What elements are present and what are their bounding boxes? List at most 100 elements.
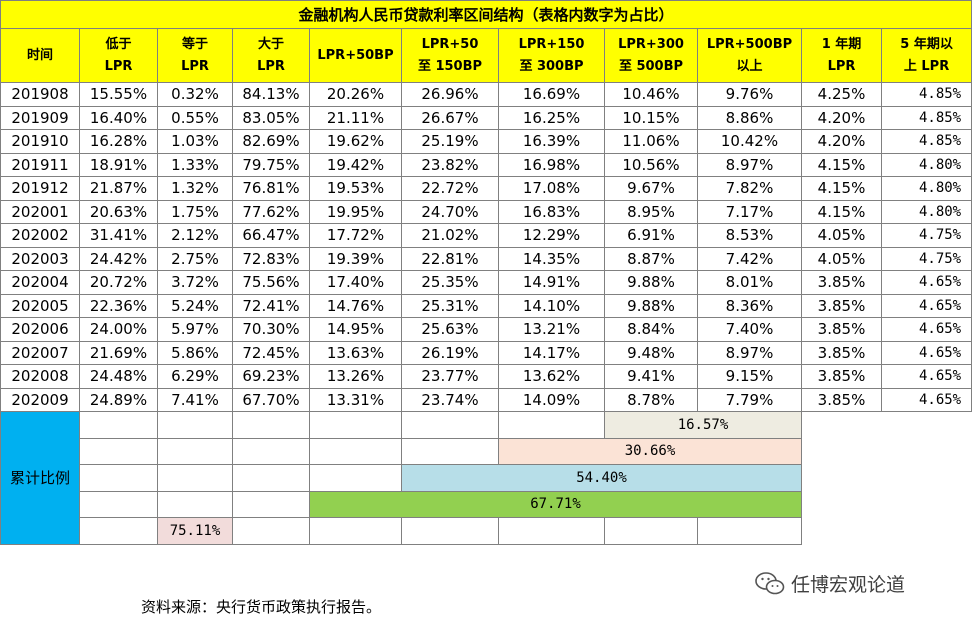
value-cell: 8.78% [604,387,698,412]
column-header: 时间 [0,28,80,83]
wechat-icon [755,571,785,594]
value-cell: 3.85% [801,387,882,412]
value-cell: 72.45% [232,340,310,365]
value-cell: 25.35% [401,270,499,295]
value-cell: 66.47% [232,223,310,248]
value-cell: 10.15% [604,105,698,130]
value-cell: 14.91% [498,270,605,295]
value-cell: 14.10% [498,293,605,318]
value-cell: 9.67% [604,176,698,201]
value-cell: 72.83% [232,246,310,271]
value-cell: 17.72% [309,223,402,248]
value-cell: 26.19% [401,340,499,365]
column-header-line: 大于 [257,36,284,52]
value-cell: 16.25% [498,105,605,130]
value-cell: 7.79% [697,387,802,412]
value-cell: 4.75% [880,246,972,271]
value-cell: 17.40% [309,270,402,295]
value-cell: 20.72% [79,270,158,295]
value-cell: 4.20% [801,105,882,130]
value-cell: 13.63% [309,340,402,365]
value-cell: 2.75% [157,246,233,271]
column-header-line: LPR+300 [618,36,684,52]
value-cell: 24.89% [79,387,158,412]
cumulative-bar-2: 30.66% [498,437,802,465]
value-cell: 4.65% [880,317,972,342]
value-cell: 7.42% [697,246,802,271]
value-cell: 9.88% [604,270,698,295]
value-cell: 4.65% [880,293,972,318]
value-cell: 7.82% [697,176,802,201]
value-cell: 4.15% [801,152,882,177]
column-header-line: 以上 [736,58,763,74]
value-cell: 21.69% [79,340,158,365]
value-cell: 4.15% [801,199,882,224]
period-cell: 202009 [0,387,80,412]
value-cell: 70.30% [232,317,310,342]
column-header: LPR+300 至 500BP [604,28,698,83]
table-row: 202005 22.36% 5.24% 72.41% 14.76% 25.31% 14.10… [0,293,972,318]
value-cell: 9.15% [697,364,802,389]
value-cell: 21.11% [309,105,402,130]
value-cell: 3.72% [157,270,233,295]
column-header-line: 低于 [105,36,132,52]
column-header-line: 等于 [181,36,208,52]
value-cell: 25.63% [401,317,499,342]
column-header: LPR+150 至 300BP [498,28,605,83]
data-rows: 201908 15.55% 0.32% 84.13% 20.26% 26.96% 16.69… [0,82,972,412]
table-row: 202007 21.69% 5.86% 72.45% 13.63% 26.19% 14.17… [0,340,972,365]
period-cell: 202003 [0,246,80,271]
value-cell: 8.95% [604,199,698,224]
value-cell: 8.36% [697,293,802,318]
cumulative-bar-1: 16.57% [604,411,802,439]
value-cell: 19.53% [309,176,402,201]
table-row: 201911 18.91% 1.33% 79.75% 19.42% 23.82% 16.98… [0,152,972,177]
value-cell: 23.82% [401,152,499,177]
value-cell: 4.65% [880,340,972,365]
column-header-line: LPR+50 [421,36,479,52]
cumulative-bar-3: 54.40% [401,464,802,492]
value-cell: 17.08% [498,176,605,201]
table-row: 202003 24.42% 2.75% 72.83% 19.39% 22.81% 14.35… [0,246,972,271]
header-row: 时间 低于 LPR 等于 LPR 大于 LPR LPR+50BP LPR+50 至 150BP LP… [0,28,972,83]
value-cell: 4.05% [801,223,882,248]
value-cell: 82.69% [232,129,310,154]
period-cell: 202004 [0,270,80,295]
table-row: 201909 16.40% 0.55% 83.05% 21.11% 26.67% 16.25… [0,105,972,130]
value-cell: 4.80% [880,152,972,177]
period-cell: 201909 [0,105,80,130]
value-cell: 31.41% [79,223,158,248]
value-cell: 4.65% [880,270,972,295]
cumulative-label: 累计比例 [0,411,80,545]
value-cell: 6.91% [604,223,698,248]
value-cell: 0.55% [157,105,233,130]
value-cell: 4.80% [880,199,972,224]
value-cell: 13.21% [498,317,605,342]
period-cell: 202005 [0,293,80,318]
period-cell: 201912 [0,176,80,201]
value-cell: 77.62% [232,199,310,224]
table-row: 202008 24.48% 6.29% 69.23% 13.26% 23.77% 13.62… [0,364,972,389]
column-header-line: 至 150BP [417,58,483,74]
value-cell: 16.39% [498,129,605,154]
column-header: 大于 LPR [232,28,310,83]
value-cell: 21.02% [401,223,499,248]
value-cell: 75.56% [232,270,310,295]
value-cell: 4.80% [880,176,972,201]
value-cell: 20.26% [309,82,402,107]
column-header: 低于 LPR [79,28,158,83]
value-cell: 8.97% [697,340,802,365]
value-cell: 14.76% [309,293,402,318]
column-header-line: LPR+500BP [706,36,793,52]
period-cell: 202008 [0,364,80,389]
value-cell: 16.28% [79,129,158,154]
table-row: 202006 24.00% 5.97% 70.30% 14.95% 25.63% 13.21… [0,317,972,342]
column-header-line: LPR [827,58,856,74]
column-header: 5 年期以上 LPR [880,28,972,83]
value-cell: 24.42% [79,246,158,271]
value-cell: 4.05% [801,246,882,271]
value-cell: 1.75% [157,199,233,224]
value-cell: 8.53% [697,223,802,248]
value-cell: 24.48% [79,364,158,389]
value-cell: 14.35% [498,246,605,271]
